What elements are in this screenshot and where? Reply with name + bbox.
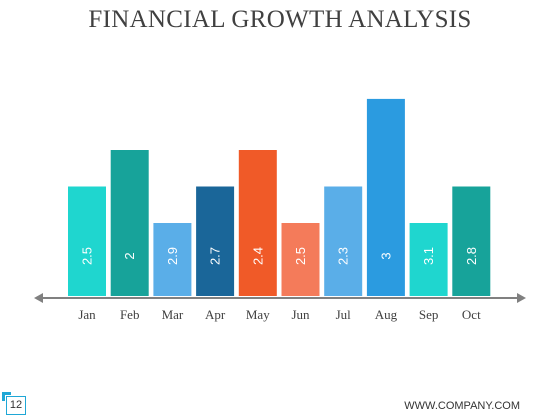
bar-may [238, 150, 277, 296]
page-number: 12 [6, 396, 26, 415]
bar-value-label-jul: 2.3 [336, 247, 351, 265]
x-tick-label-jul: Jul [336, 307, 352, 322]
bar-value-label-may: 2.4 [250, 247, 265, 265]
bar-value-label-sep: 3.1 [421, 247, 436, 265]
x-tick-label-sep: Sep [419, 307, 439, 322]
x-tick-label-oct: Oct [462, 307, 481, 322]
x-tick-label-may: May [246, 307, 270, 322]
x-tick-label-jan: Jan [78, 307, 96, 322]
bar-jun [281, 223, 320, 296]
page-number-corner-accent [2, 392, 11, 401]
bar-value-label-feb: 2 [122, 252, 137, 259]
x-tick-label-apr: Apr [205, 307, 226, 322]
x-tick-label-mar: Mar [162, 307, 184, 322]
footer-url: WWW.COMPANY.COM [404, 400, 520, 412]
bar-value-label-mar: 2.9 [165, 247, 180, 265]
x-tick-label-feb: Feb [120, 307, 140, 322]
bar-value-label-apr: 2.7 [208, 247, 223, 265]
x-axis-right-arrow [517, 293, 526, 303]
bar-mar [153, 223, 192, 296]
bar-value-label-oct: 2.8 [464, 247, 479, 265]
x-tick-label-jun: Jun [291, 307, 310, 322]
bar-apr [196, 186, 235, 296]
bar-feb [110, 150, 149, 296]
x-tick-label-aug: Aug [375, 307, 398, 322]
bar-value-label-jan: 2.5 [80, 247, 95, 265]
bar-oct [452, 186, 491, 296]
bar-jul [324, 186, 363, 296]
bar-aug [366, 98, 405, 297]
bar-jan [68, 186, 106, 296]
bar-value-label-jun: 2.5 [293, 247, 308, 265]
chart-title: FINANCIAL GROWTH ANALYSIS [88, 6, 472, 33]
bar-value-label-aug: 3 [378, 252, 393, 259]
x-axis-left-arrow [34, 293, 43, 303]
bar-sep [409, 223, 448, 296]
